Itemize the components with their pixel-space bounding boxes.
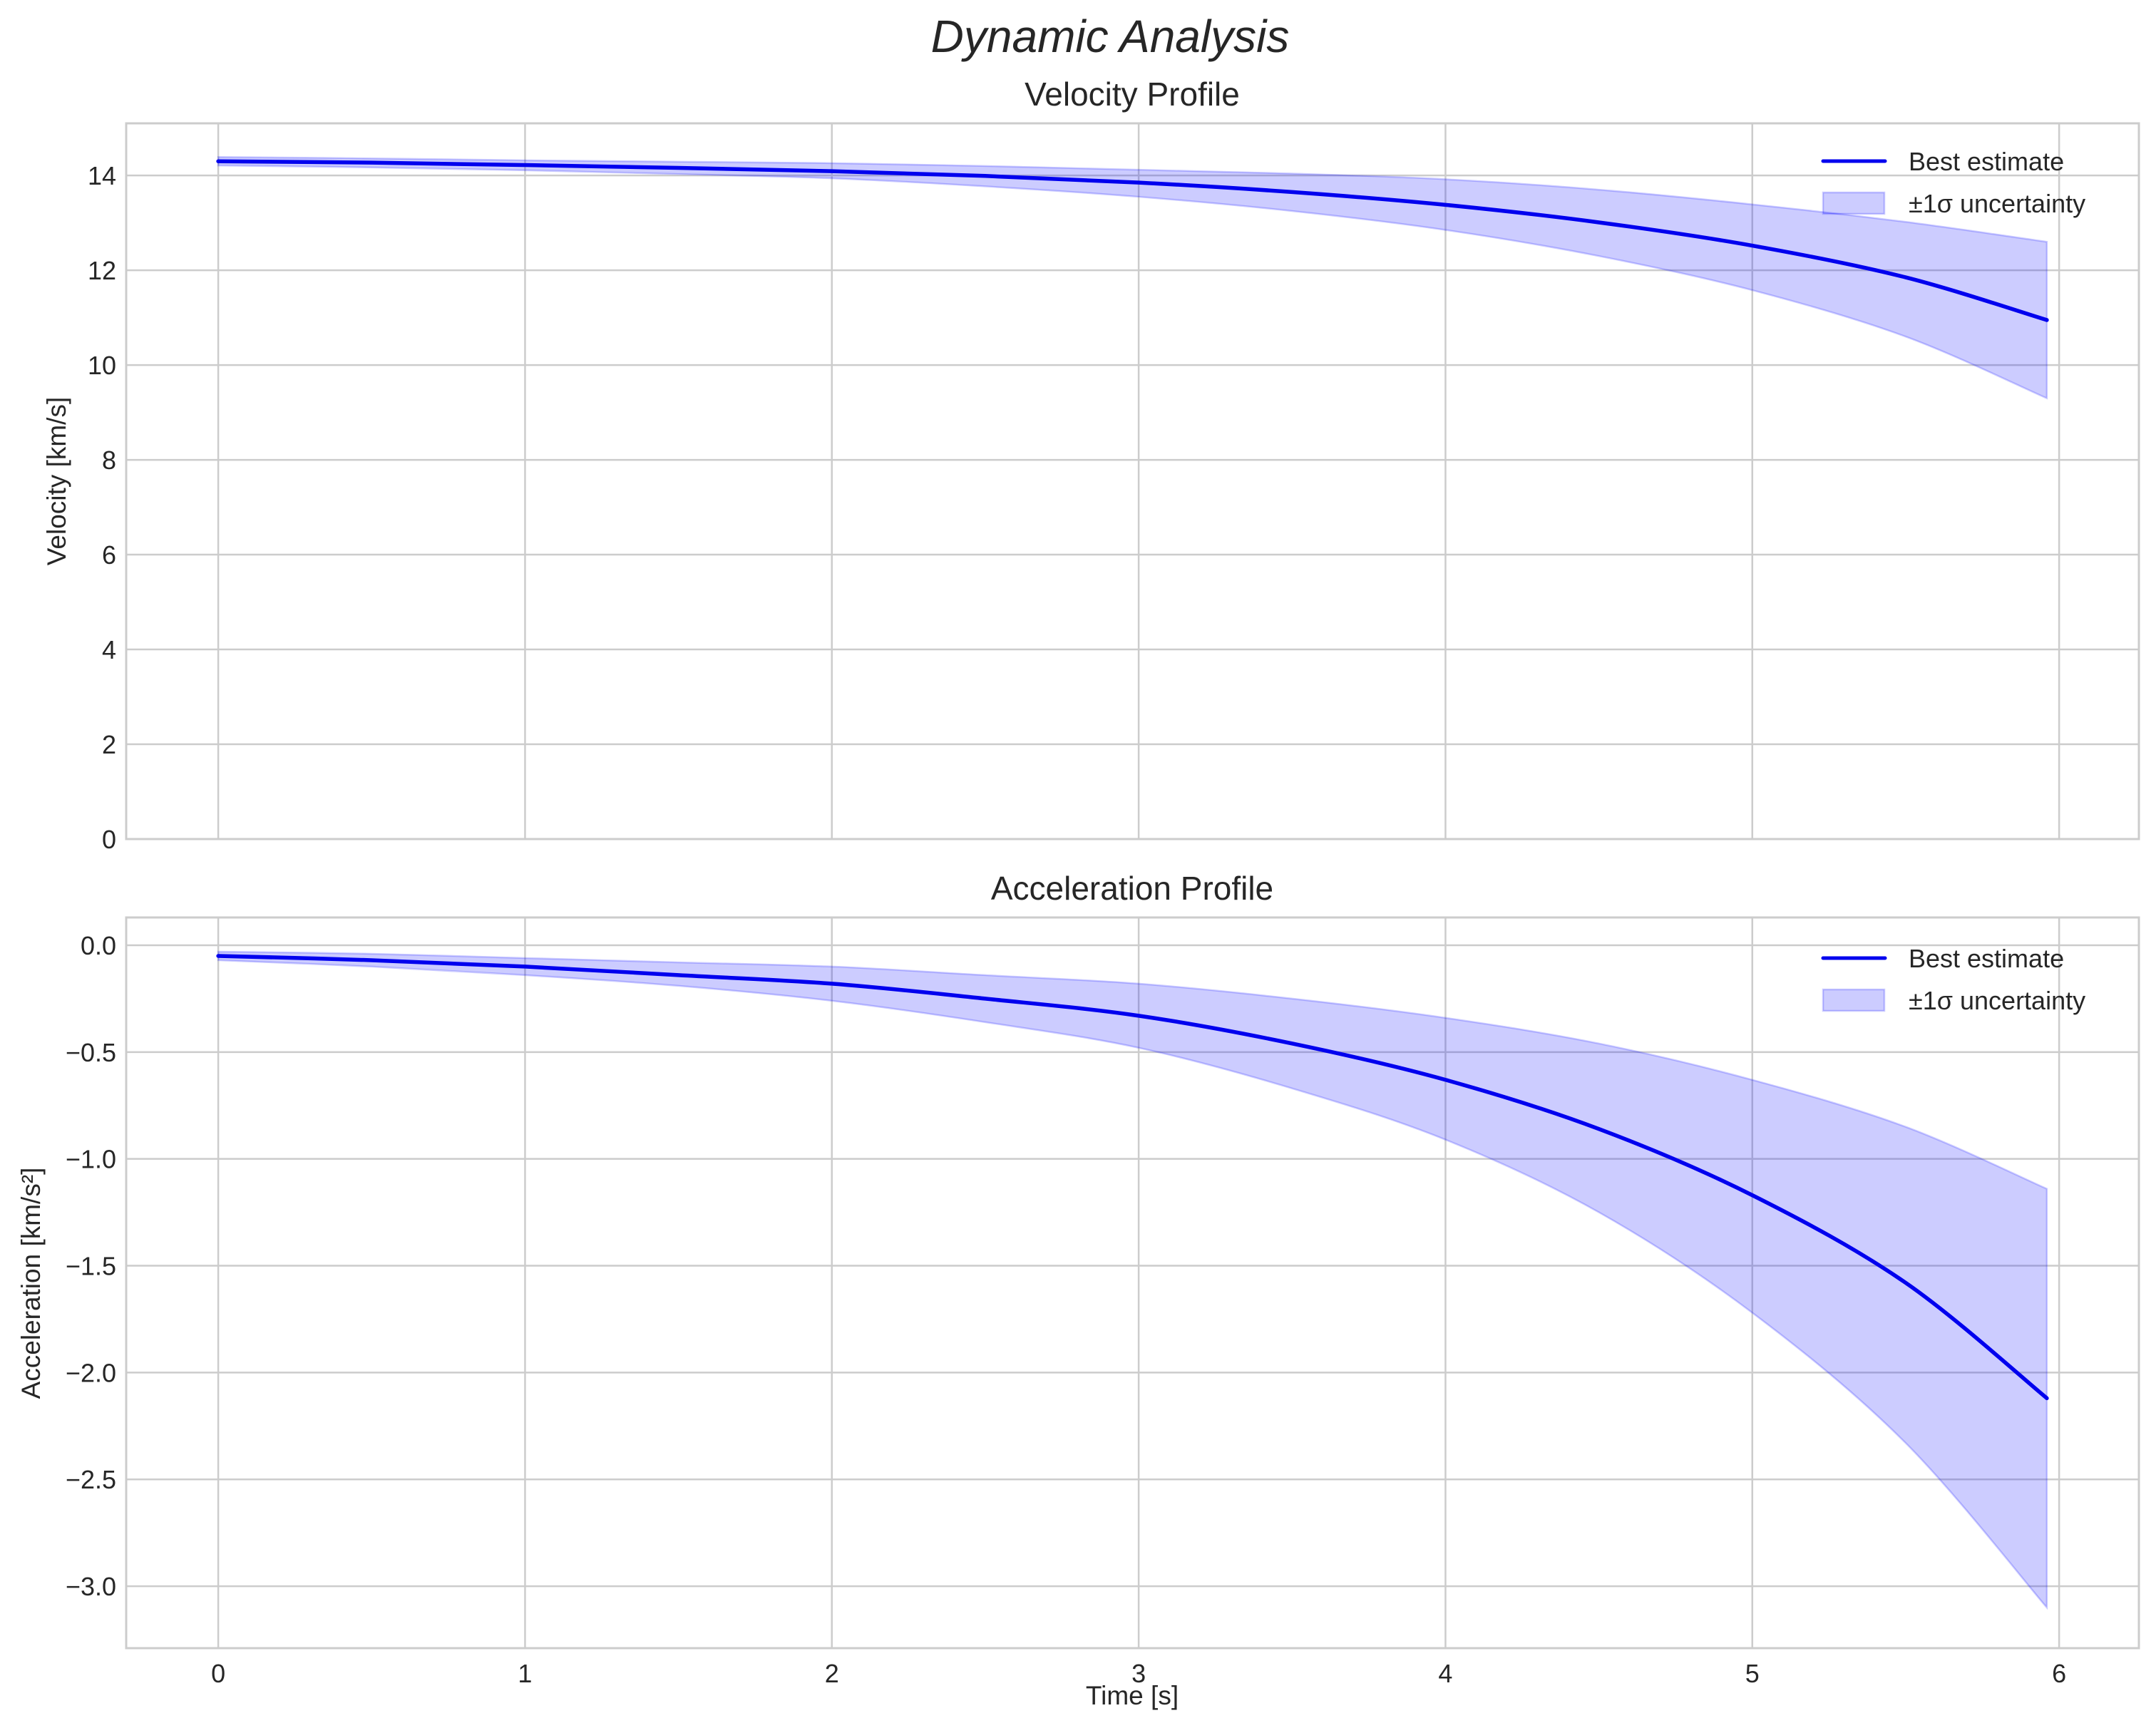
legend-label-best-estimate: Best estimate xyxy=(1909,944,2064,973)
acceleration-gridlines xyxy=(126,917,2139,1648)
velocity-legend: Best estimate ±1σ uncertainty xyxy=(1821,147,2085,218)
y-tick-label: 0 xyxy=(102,825,116,854)
acceleration-plot: Acceleration Profile 0.0 −0.5 −1.0 −1.5 −2.0… xyxy=(16,870,2140,1710)
y-tick-label: −3.0 xyxy=(66,1572,116,1601)
x-tick-label: 6 xyxy=(2052,1659,2066,1688)
x-tick-label: 2 xyxy=(825,1659,839,1688)
acceleration-y-axis-label: Acceleration [km/s²] xyxy=(16,1168,46,1399)
acceleration-plot-frame xyxy=(125,916,2140,1650)
velocity-y-ticks: 0 2 4 6 8 10 12 14 xyxy=(88,161,116,854)
y-tick-label: 4 xyxy=(102,635,116,664)
y-tick-label: 8 xyxy=(102,446,116,475)
legend-patch-icon xyxy=(1822,988,1886,1012)
x-axis-label: Time [s] xyxy=(1086,1681,1179,1710)
velocity-plot-title: Velocity Profile xyxy=(1025,76,1240,113)
figure-suptitle: Dynamic Analysis xyxy=(931,11,1290,62)
y-tick-label: −1.0 xyxy=(66,1145,116,1174)
legend-patch-icon xyxy=(1822,191,1886,215)
best-estimate-line xyxy=(216,159,2049,322)
acceleration-legend: Best estimate ±1σ uncertainty xyxy=(1821,944,2085,1015)
acceleration-uncertainty-band xyxy=(217,950,2048,1610)
y-tick-label: 0.0 xyxy=(81,931,116,960)
y-tick-label: −2.5 xyxy=(66,1465,116,1494)
y-tick-label: 12 xyxy=(88,256,116,285)
x-tick-label: 4 xyxy=(1438,1659,1452,1688)
velocity-uncertainty-band xyxy=(217,155,2048,400)
y-tick-label: 14 xyxy=(88,161,116,190)
x-tick-label: 0 xyxy=(211,1659,225,1688)
best-estimate-line xyxy=(216,954,2049,1401)
y-tick-label: 6 xyxy=(102,540,116,570)
uncertainty-band xyxy=(217,950,2048,1610)
velocity-plot-frame xyxy=(125,122,2140,840)
x-tick-label: 5 xyxy=(1745,1659,1760,1688)
velocity-y-axis-label: Velocity [km/s] xyxy=(42,397,71,565)
uncertainty-band xyxy=(217,155,2048,400)
legend-label-uncertainty: ±1σ uncertainty xyxy=(1909,189,2085,218)
velocity-best-estimate-line xyxy=(216,159,2049,322)
x-tick-label: 1 xyxy=(518,1659,532,1688)
y-tick-label: −2.0 xyxy=(66,1358,116,1387)
legend-label-best-estimate: Best estimate xyxy=(1909,147,2064,176)
legend-label-uncertainty: ±1σ uncertainty xyxy=(1909,986,2085,1015)
y-tick-label: 2 xyxy=(102,730,116,759)
y-tick-label: −0.5 xyxy=(66,1038,116,1067)
acceleration-best-estimate-line xyxy=(216,954,2049,1401)
y-tick-label: −1.5 xyxy=(66,1252,116,1281)
velocity-gridlines xyxy=(126,123,2139,840)
acceleration-y-ticks: 0.0 −0.5 −1.0 −1.5 −2.0 −2.5 −3.0 xyxy=(66,931,116,1601)
velocity-plot: Velocity Profile 0 2 4 6 8 10 12 14 Velocity [k… xyxy=(42,76,2140,854)
y-tick-label: 10 xyxy=(88,351,116,380)
x-tick-label: 3 xyxy=(1131,1659,1146,1688)
acceleration-plot-title: Acceleration Profile xyxy=(991,870,1273,907)
acceleration-x-ticks: 0 1 2 3 4 5 6 xyxy=(211,1659,2066,1688)
